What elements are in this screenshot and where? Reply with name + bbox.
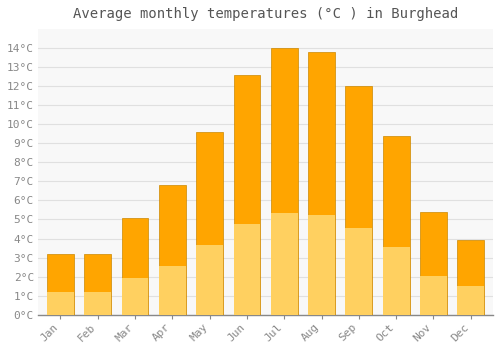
Bar <box>308 52 335 315</box>
Bar <box>122 278 148 315</box>
Bar <box>458 287 484 315</box>
Bar <box>346 228 372 315</box>
Bar <box>47 254 74 315</box>
Bar <box>234 224 260 315</box>
Bar <box>458 240 484 315</box>
Bar <box>271 214 297 315</box>
Bar <box>346 86 372 315</box>
Bar <box>196 245 223 315</box>
Bar <box>84 292 111 315</box>
Bar <box>271 48 297 315</box>
Bar <box>47 292 74 315</box>
Bar <box>382 136 409 315</box>
Bar <box>196 132 223 315</box>
Bar <box>122 218 148 315</box>
Bar <box>382 247 409 315</box>
Bar <box>420 212 447 315</box>
Bar <box>234 75 260 315</box>
Bar <box>84 254 111 315</box>
Bar <box>420 276 447 315</box>
Bar <box>308 215 335 315</box>
Bar <box>159 185 186 315</box>
Title: Average monthly temperatures (°C ) in Burghead: Average monthly temperatures (°C ) in Bu… <box>73 7 458 21</box>
Bar <box>159 266 186 315</box>
